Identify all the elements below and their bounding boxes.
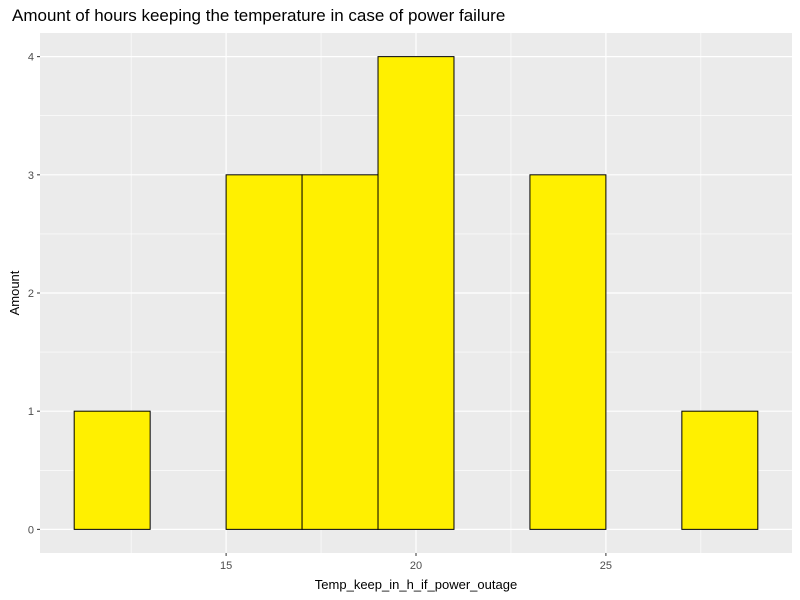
x-axis-title: Temp_keep_in_h_if_power_outage xyxy=(315,577,517,592)
histogram-bar xyxy=(73,410,151,530)
x-tick-label: 15 xyxy=(220,560,232,572)
chart-title: Amount of hours keeping the temperature … xyxy=(12,6,506,25)
histogram-bar xyxy=(225,174,303,530)
x-axis: 15 20 25 xyxy=(220,553,612,572)
histogram-bar xyxy=(377,56,455,530)
x-tick-label: 25 xyxy=(600,560,612,572)
y-tick-label: 3 xyxy=(28,170,34,182)
y-axis-title: Amount xyxy=(7,270,22,315)
y-tick-label: 4 xyxy=(28,52,34,64)
y-tick-label: 2 xyxy=(28,288,34,300)
histogram-bar xyxy=(529,174,607,530)
y-axis: 0 1 2 3 4 xyxy=(28,52,40,536)
x-tick-label: 20 xyxy=(410,560,422,572)
histogram-bar xyxy=(681,410,759,530)
histogram-bars xyxy=(73,56,759,530)
y-tick-label: 1 xyxy=(28,406,34,418)
y-tick-label: 0 xyxy=(28,524,34,536)
histogram-bar xyxy=(301,174,379,530)
